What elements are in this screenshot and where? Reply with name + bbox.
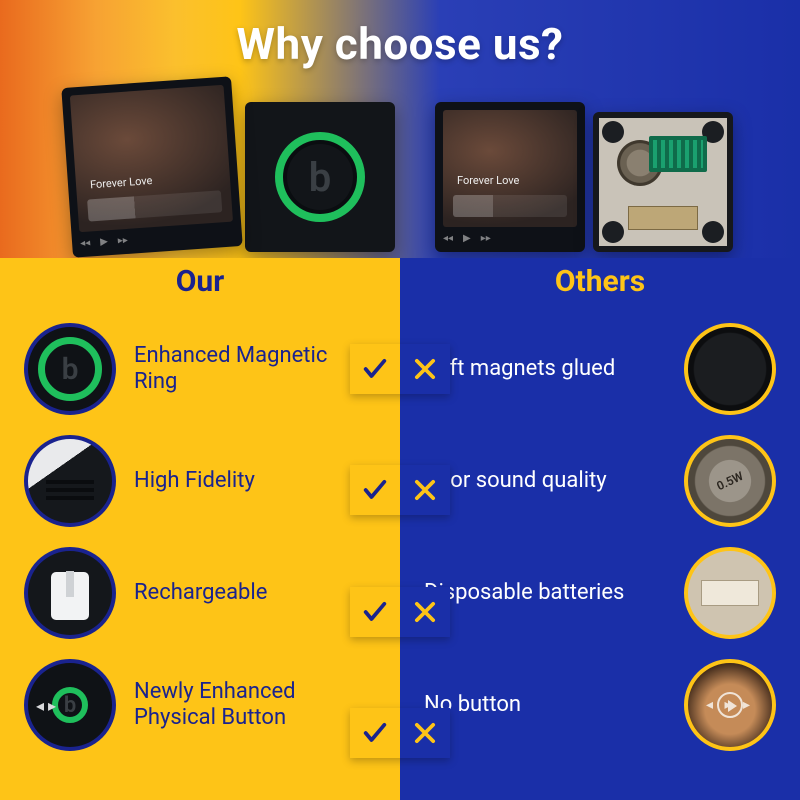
feature-label: Soft magnets glued [424,356,666,382]
check-icon [350,344,400,394]
song-caption: Forever Love [457,174,519,187]
check-icon [350,465,400,515]
hero-others: Forever Love ◂◂▶▸▸ [435,102,733,252]
song-caption: Forever Love [90,174,153,191]
mark-pair [350,344,450,394]
others-front-frame: Forever Love ◂◂▶▸▸ [435,102,585,252]
feature-thumb [24,323,116,415]
feature-thumb [684,435,776,527]
feature-row: Disposable batteries [424,537,776,649]
play-controls: ◂◂▶▸▸ [80,227,234,249]
cross-icon [400,465,450,515]
our-back-frame [245,102,395,252]
feature-label: Rechargeable [134,580,376,606]
mark-pair [350,465,450,515]
others-column: Others Soft magnets glued Poor sound qua… [400,258,800,800]
feature-label: High Fidelity [134,468,376,494]
mark-pair [350,708,450,758]
magnetic-ring-icon [275,132,365,222]
feature-thumb [684,659,776,751]
feature-row: No button [424,649,776,761]
our-column: Our Enhanced Magnetic Ring High Fidelity… [0,258,400,800]
check-cross-strip [350,308,450,794]
cross-icon [400,344,450,394]
album-art: Forever Love [70,85,233,232]
page-title: Why choose us? [30,18,770,70]
feature-thumb [24,547,116,639]
comparison-columns: Our Enhanced Magnetic Ring High Fidelity… [0,258,800,800]
check-icon [350,587,400,637]
others-heading: Others [424,264,776,299]
others-backboard [593,112,733,252]
feature-row: Poor sound quality [424,425,776,537]
feature-label: Newly Enhanced Physical Button [134,679,376,731]
infographic-stage: Why choose us? Forever Love ◂◂▶▸▸ Foreve… [0,0,800,800]
feature-thumb: b [24,659,116,751]
feature-thumb [684,547,776,639]
play-controls: ◂◂▶▸▸ [443,233,577,244]
album-art: Forever Love [443,110,577,227]
feature-row: Soft magnets glued [424,313,776,425]
feature-thumb [24,435,116,527]
cross-icon [400,587,450,637]
feature-row: Rechargeable [24,537,376,649]
hero-our: Forever Love ◂◂▶▸▸ [67,82,395,252]
feature-row: High Fidelity [24,425,376,537]
our-heading: Our [24,264,376,299]
feature-thumb [684,323,776,415]
feature-label: Poor sound quality [424,468,666,494]
feature-label: Enhanced Magnetic Ring [134,343,376,395]
our-front-frame: Forever Love ◂◂▶▸▸ [61,76,242,257]
check-icon [350,708,400,758]
feature-row: b Newly Enhanced Physical Button [24,649,376,761]
feature-label: Disposable batteries [424,580,666,606]
feature-label: No button [424,692,666,718]
hero-row: Forever Love ◂◂▶▸▸ Forever Love ◂◂▶▸▸ [30,82,770,252]
cross-icon [400,708,450,758]
feature-row: Enhanced Magnetic Ring [24,313,376,425]
mark-pair [350,587,450,637]
